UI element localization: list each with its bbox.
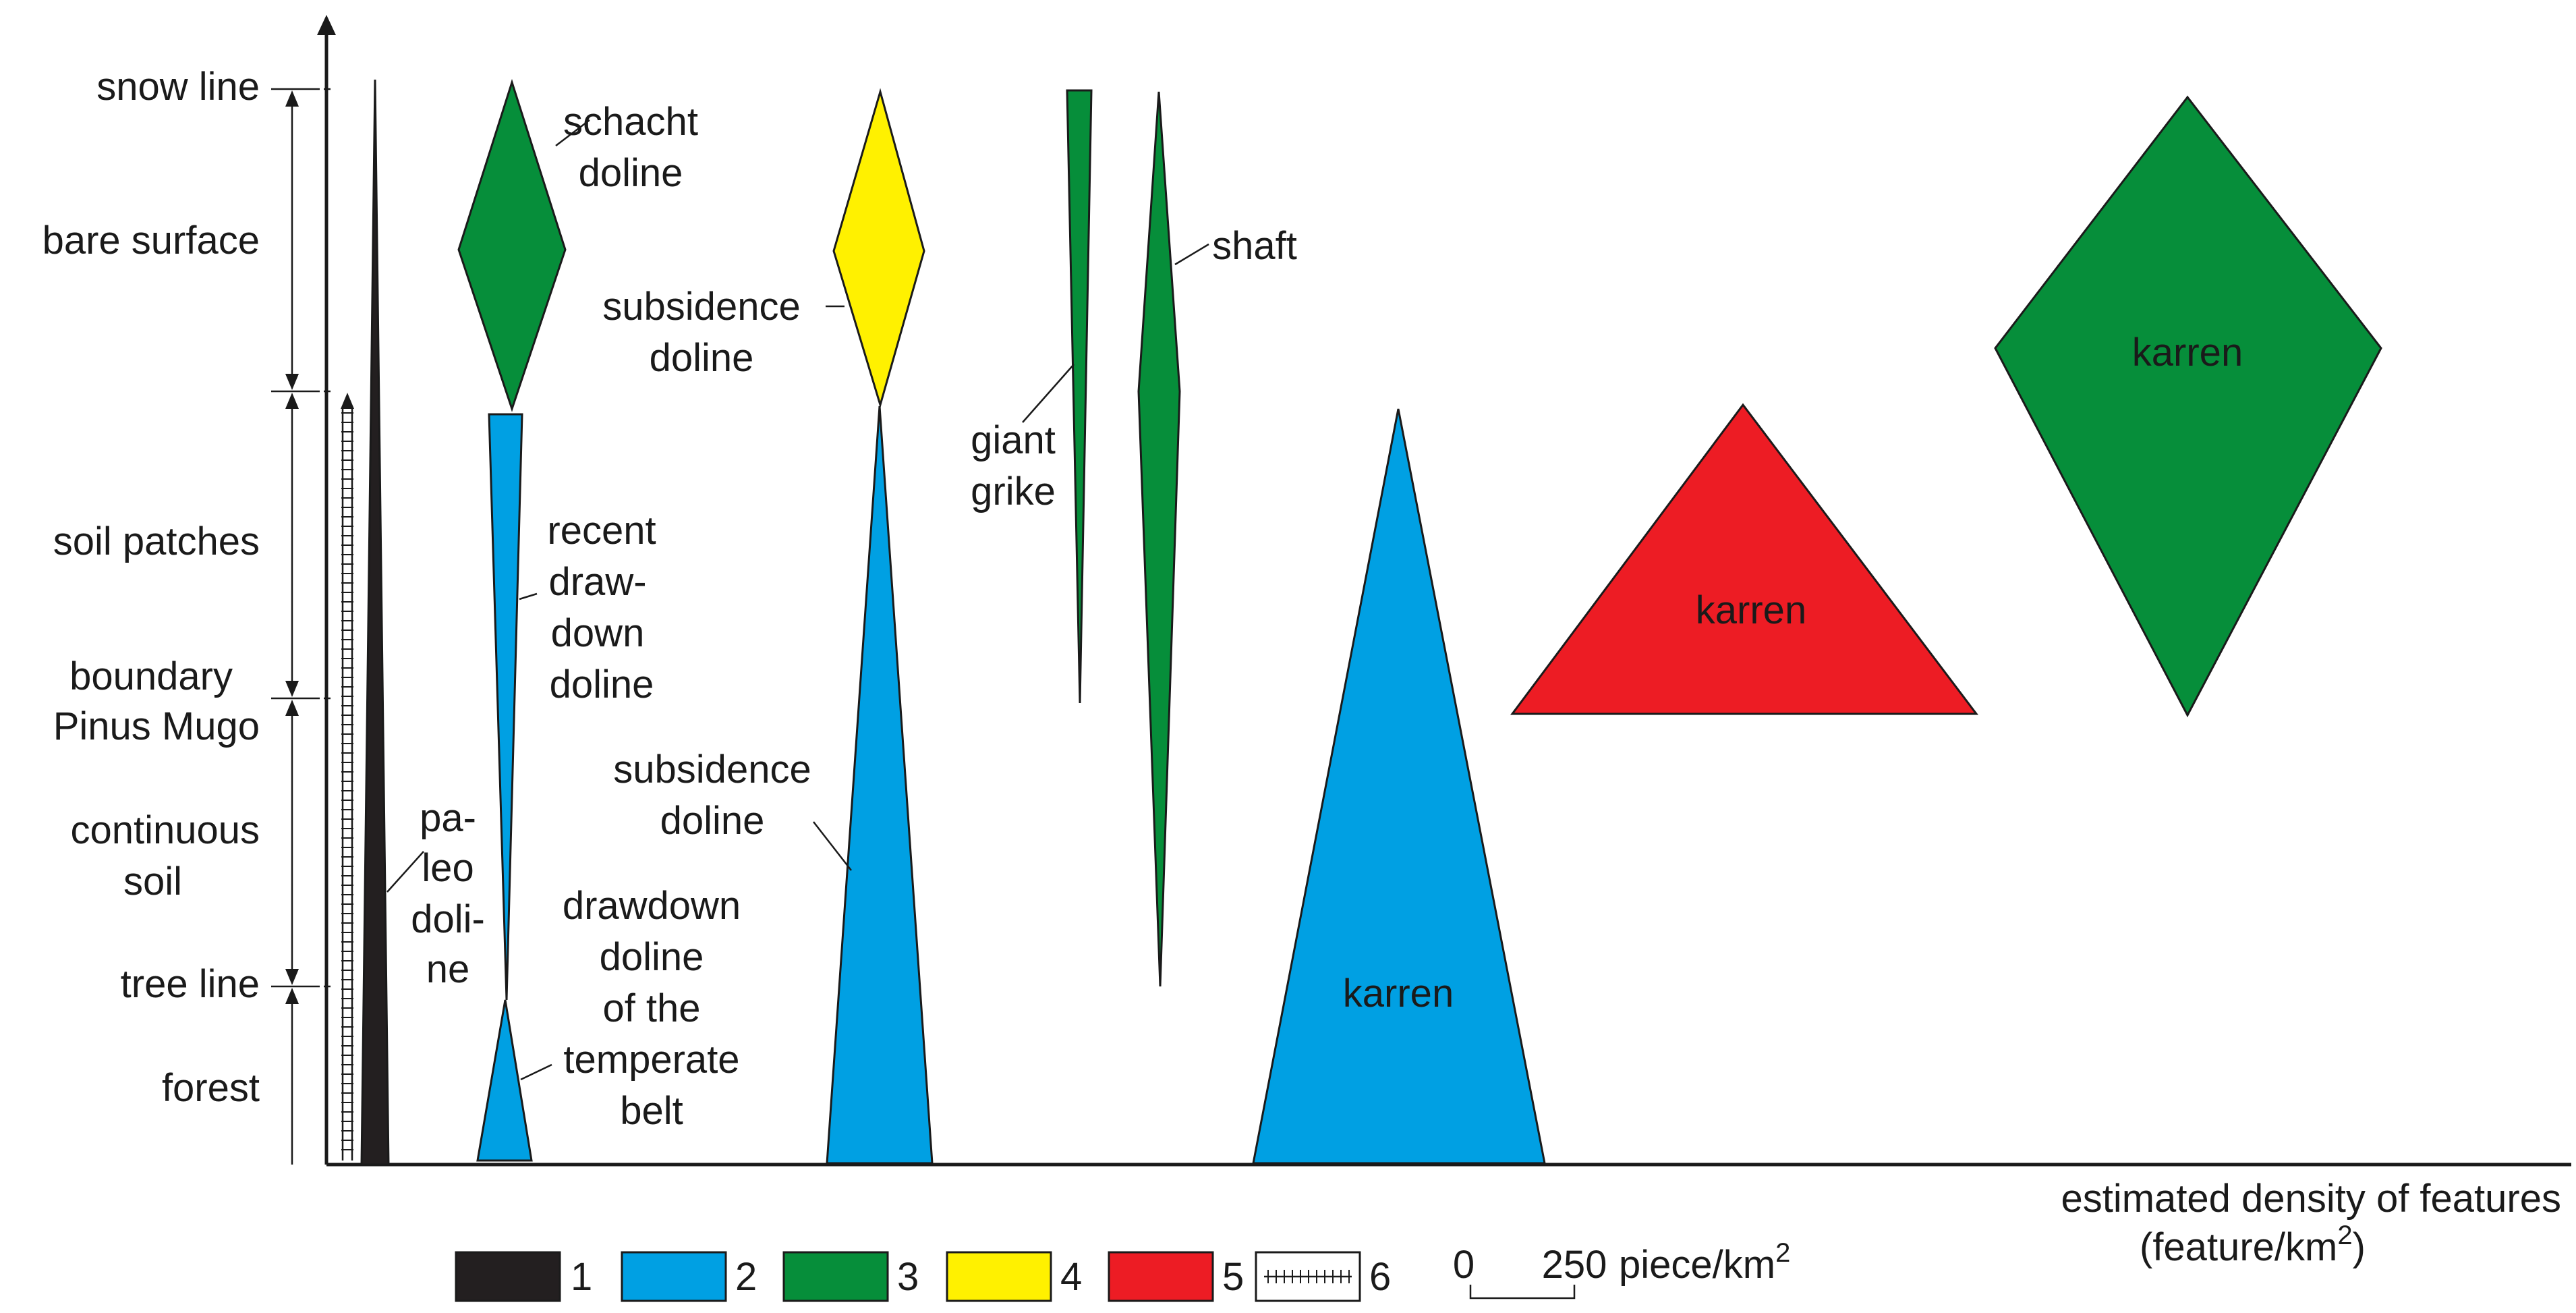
label-karren-blue: karren	[1343, 972, 1454, 1015]
x-axis-label: estimated density of features (feature/k…	[2061, 1177, 2561, 1269]
legend-label-2: 2	[735, 1255, 757, 1299]
scale-bar: 0 250 piece/km2	[1453, 1238, 1790, 1300]
scale-unit: piece/km2	[1619, 1238, 1790, 1287]
label-giant-grike-1: giant	[971, 418, 1056, 462]
karren-green-diamond	[1994, 95, 2382, 718]
drawdown-doline-temperate	[476, 999, 533, 1162]
label-subsidence-top-1: subsidence	[602, 285, 800, 329]
recent-drawdown-doline	[488, 413, 523, 1001]
legend: 1 2 3 4 5 6 0 250 piece/km2	[455, 1238, 1790, 1302]
subsidence-doline-lower	[826, 406, 934, 1165]
x-axis-label-line1: estimated density of features	[2061, 1177, 2561, 1221]
schacht-doline-diamond	[457, 79, 567, 412]
karren-red-triangle	[1510, 403, 1979, 715]
label-subsidence-top-2: doline	[650, 336, 754, 380]
giant-grike	[1066, 89, 1093, 704]
legend-label-1: 1	[571, 1255, 592, 1299]
zone-label-boundary-1: boundary	[69, 654, 233, 698]
label-recent-2: draw-	[548, 560, 646, 604]
label-drawdown-1: drawdown	[563, 884, 741, 928]
legend-swatch-2	[621, 1251, 727, 1302]
label-shaft: shaft	[1212, 224, 1297, 268]
label-paleo-4: ne	[426, 947, 470, 991]
legend-swatch-5	[1108, 1251, 1214, 1302]
label-karren-red: karren	[1696, 588, 1806, 632]
label-subsidence-lower-1: subsidence	[613, 748, 811, 791]
label-recent-4: doline	[550, 663, 654, 706]
label-drawdown-2: doline	[600, 935, 704, 979]
label-recent-1: recent	[547, 509, 656, 553]
zone-label-soil-patches: soil patches	[53, 520, 260, 563]
label-recent-3: down	[551, 611, 645, 655]
legend-swatch-6-hatch	[1264, 1270, 1352, 1283]
legend-label-6: 6	[1369, 1255, 1391, 1299]
zone-label-boundary-2: Pinus Mugo	[53, 704, 260, 748]
legend-swatch-1	[455, 1251, 561, 1302]
legend-label-3: 3	[897, 1255, 919, 1299]
feature-labels: schacht doline subsidence doline giant g…	[411, 100, 2243, 1133]
label-drawdown-4: temperate	[563, 1038, 739, 1082]
scale-zero: 0	[1453, 1243, 1475, 1287]
scale-value: 250	[1542, 1243, 1607, 1287]
legend-label-5: 5	[1222, 1255, 1244, 1299]
zone-label-continuous-soil-1: continuous	[70, 808, 260, 852]
zone-label-snow-line: snow line	[96, 65, 260, 109]
hatched-column-6	[341, 393, 354, 1161]
zone-range-arrows	[285, 90, 299, 1165]
label-paleo-1: pa-	[420, 796, 476, 840]
zone-label-forest: forest	[162, 1066, 260, 1110]
y-axis-arrowhead	[317, 15, 336, 35]
leader-lines	[387, 119, 1209, 1081]
zone-boundaries	[271, 88, 335, 988]
label-giant-grike-2: grike	[971, 470, 1056, 513]
zone-labels: snow line bare surface soil patches boun…	[42, 65, 260, 1110]
label-schacht-doline-1: schacht	[563, 100, 698, 144]
shaft	[1137, 91, 1181, 987]
legend-label-4: 4	[1060, 1255, 1082, 1299]
label-paleo-2: leo	[422, 846, 474, 890]
karren-blue-triangle	[1252, 408, 1546, 1165]
legend-swatch-4	[946, 1251, 1052, 1302]
zone-label-bare-surface: bare surface	[42, 219, 260, 262]
subsidence-doline-diamond	[832, 88, 925, 409]
label-drawdown-5: belt	[620, 1089, 683, 1133]
paleo-doline-spike	[360, 79, 390, 1166]
x-axis-label-line2: (feature/km2)	[2140, 1221, 2366, 1269]
label-drawdown-3: of the	[602, 986, 700, 1030]
label-karren-green: karren	[2132, 331, 2243, 374]
zone-label-continuous-soil-2: soil	[123, 860, 182, 903]
label-subsidence-lower-2: doline	[660, 799, 765, 843]
label-schacht-doline-2: doline	[579, 151, 683, 195]
label-paleo-3: doli-	[411, 897, 485, 941]
zone-label-tree-line: tree line	[121, 962, 260, 1006]
legend-swatch-3	[782, 1251, 889, 1302]
